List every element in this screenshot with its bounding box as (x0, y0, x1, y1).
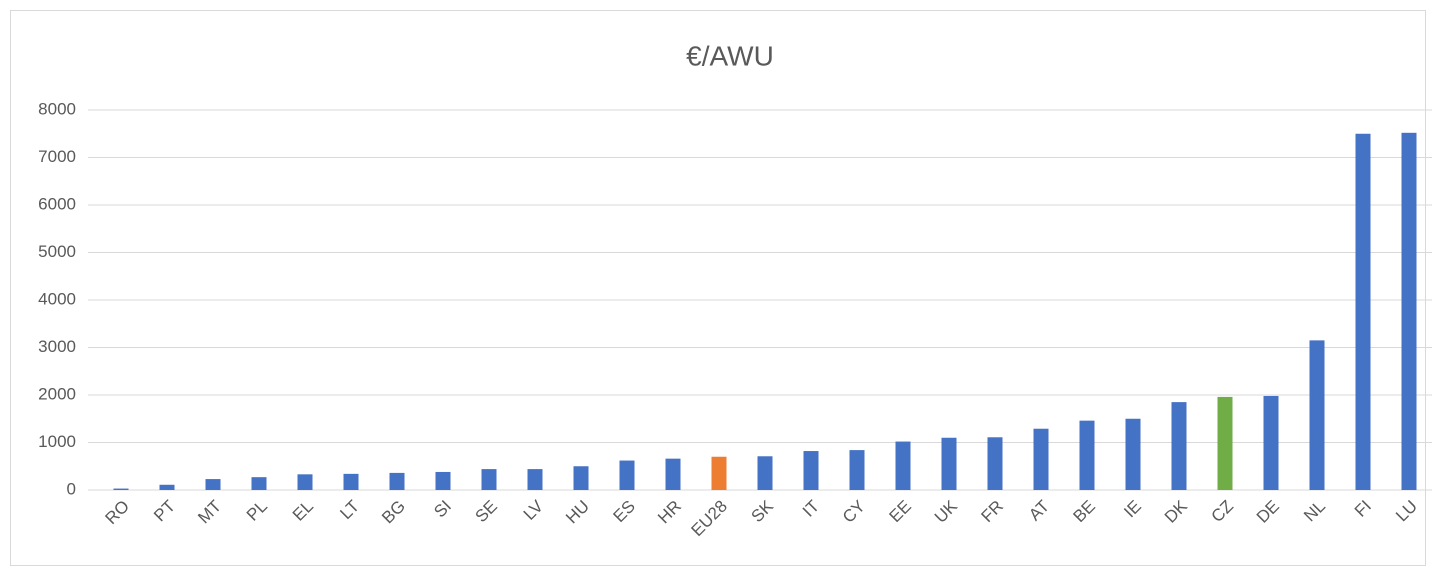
bar (159, 484, 175, 490)
bar (113, 488, 129, 490)
y-tick-label: 1000 (38, 432, 76, 451)
bar (251, 477, 267, 490)
bar (435, 471, 451, 490)
bar (665, 458, 681, 490)
bar (711, 456, 727, 490)
bar (1309, 340, 1325, 490)
y-tick-label: 3000 (38, 337, 76, 356)
bar (1171, 402, 1187, 490)
bar (389, 472, 405, 490)
y-tick-label: 6000 (38, 194, 76, 213)
bar (1401, 132, 1417, 491)
bar (941, 437, 957, 490)
bar (481, 469, 497, 490)
y-tick-label: 5000 (38, 242, 76, 261)
y-tick-label: 4000 (38, 289, 76, 308)
bar (1125, 418, 1141, 490)
y-tick-label: 2000 (38, 384, 76, 403)
bar (1263, 395, 1279, 490)
bar (757, 456, 773, 490)
bar (573, 466, 589, 490)
bar (1033, 428, 1049, 490)
bar (297, 474, 313, 490)
y-tick-label: 8000 (38, 99, 76, 118)
bar (1355, 133, 1371, 490)
bar (1217, 396, 1233, 490)
bar (803, 451, 819, 490)
bar (619, 460, 635, 490)
bar (343, 473, 359, 490)
bar (987, 437, 1003, 490)
bar (205, 479, 221, 490)
bar (849, 450, 865, 490)
y-tick-label: 0 (67, 479, 76, 498)
bar (895, 441, 911, 490)
bar (1079, 420, 1095, 490)
y-tick-label: 7000 (38, 147, 76, 166)
chart-title: €/AWU (686, 40, 774, 71)
bar (527, 469, 543, 490)
